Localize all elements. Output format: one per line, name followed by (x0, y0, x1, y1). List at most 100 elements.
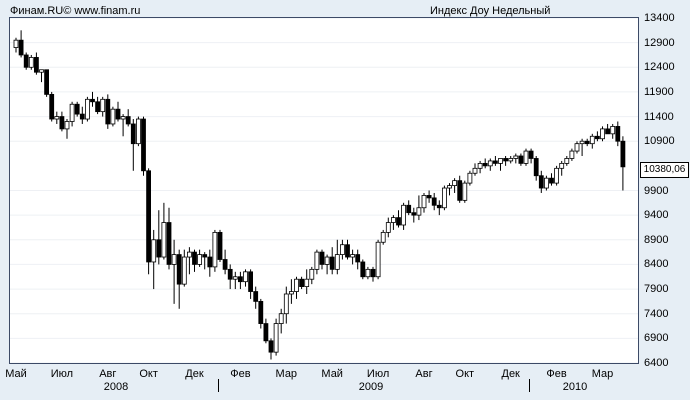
candle[interactable] (171, 239, 177, 304)
candle[interactable] (207, 249, 213, 277)
candle[interactable] (314, 249, 320, 275)
candle[interactable] (288, 279, 294, 304)
candle[interactable] (33, 52, 39, 75)
candle[interactable] (217, 229, 223, 262)
candle[interactable] (197, 249, 203, 267)
candle[interactable] (324, 254, 330, 275)
candle[interactable] (156, 210, 162, 265)
candle[interactable] (304, 269, 310, 294)
candle[interactable] (100, 96, 106, 117)
candle[interactable] (141, 116, 146, 176)
candle[interactable] (95, 96, 100, 115)
candle[interactable] (248, 269, 254, 299)
candle[interactable] (227, 264, 233, 290)
candle[interactable] (396, 210, 401, 228)
candle[interactable] (615, 121, 621, 147)
candle[interactable] (472, 163, 478, 176)
candle[interactable] (85, 96, 90, 122)
candle[interactable] (554, 165, 559, 186)
candle[interactable] (181, 249, 187, 287)
candle[interactable] (360, 259, 366, 280)
candle[interactable] (115, 101, 121, 122)
candle[interactable] (406, 200, 412, 216)
candle[interactable] (13, 37, 19, 53)
candle[interactable] (513, 153, 519, 164)
candle[interactable] (319, 249, 325, 270)
candle[interactable] (54, 111, 60, 124)
candle[interactable] (355, 249, 361, 270)
candle[interactable] (401, 202, 407, 230)
candle[interactable] (268, 338, 274, 360)
candle[interactable] (166, 207, 172, 270)
candle[interactable] (329, 247, 335, 275)
candle[interactable] (452, 178, 458, 193)
candle[interactable] (508, 156, 514, 164)
candle[interactable] (130, 119, 136, 171)
candle[interactable] (579, 138, 585, 156)
candle[interactable] (559, 160, 565, 176)
candle[interactable] (380, 229, 386, 245)
candle[interactable] (161, 202, 167, 260)
candle[interactable] (90, 91, 95, 107)
candle[interactable] (426, 190, 432, 203)
candle[interactable] (411, 207, 417, 223)
candle[interactable] (64, 119, 70, 139)
candle[interactable] (431, 192, 437, 211)
candle[interactable] (69, 101, 75, 127)
candle[interactable] (620, 136, 626, 191)
candle[interactable] (294, 276, 299, 299)
candle[interactable] (339, 239, 345, 260)
candle[interactable] (18, 30, 24, 58)
candle[interactable] (365, 266, 371, 280)
candle[interactable] (186, 247, 192, 275)
candle[interactable] (467, 170, 473, 186)
candle[interactable] (334, 239, 340, 275)
candle[interactable] (59, 111, 65, 132)
candle[interactable] (120, 114, 126, 137)
candle[interactable] (258, 298, 264, 329)
candle[interactable] (605, 123, 610, 135)
candle[interactable] (518, 153, 524, 166)
candle[interactable] (436, 200, 442, 216)
candle[interactable] (237, 271, 243, 290)
candle[interactable] (28, 54, 34, 70)
candle[interactable] (253, 286, 259, 309)
plot-area[interactable] (9, 17, 639, 364)
candle[interactable] (232, 271, 238, 290)
candle[interactable] (105, 94, 111, 129)
candle[interactable] (370, 266, 376, 282)
candle[interactable] (350, 249, 356, 265)
candle[interactable] (533, 156, 539, 181)
candle[interactable] (441, 185, 447, 211)
candle[interactable] (44, 69, 49, 97)
candle[interactable] (487, 158, 493, 171)
candle[interactable] (549, 173, 554, 186)
candle[interactable] (385, 217, 391, 238)
candle[interactable] (538, 170, 544, 193)
candle[interactable] (595, 131, 600, 142)
candle[interactable] (544, 175, 549, 191)
candle[interactable] (278, 308, 284, 334)
candle[interactable] (192, 249, 197, 272)
candle[interactable] (243, 269, 248, 287)
candle[interactable] (79, 106, 85, 124)
candle[interactable] (212, 229, 218, 272)
candle[interactable] (574, 141, 580, 154)
candle[interactable] (569, 148, 575, 161)
candle[interactable] (457, 175, 463, 203)
candle[interactable] (299, 276, 305, 290)
candle[interactable] (74, 101, 80, 117)
candle[interactable] (600, 126, 605, 142)
candle[interactable] (462, 180, 468, 203)
candle[interactable] (447, 183, 452, 196)
candle[interactable] (151, 229, 157, 290)
candle[interactable] (477, 160, 483, 174)
candle[interactable] (176, 249, 182, 309)
candle[interactable] (564, 156, 570, 166)
candle[interactable] (283, 286, 289, 324)
candle[interactable] (39, 69, 44, 83)
candle[interactable] (23, 52, 29, 70)
candle[interactable] (492, 156, 498, 166)
candle[interactable] (309, 266, 315, 285)
candle[interactable] (202, 252, 208, 270)
